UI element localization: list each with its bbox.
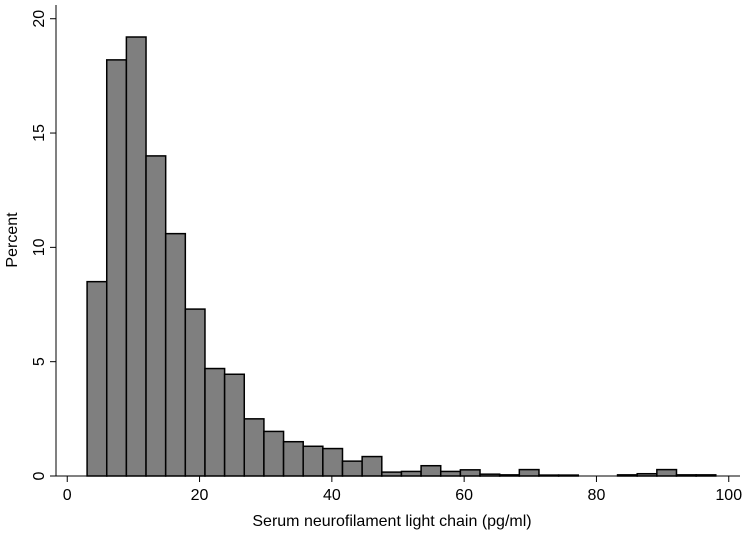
bar: [263, 430, 285, 477]
bar: [243, 418, 265, 477]
y-tick-label: 0: [31, 471, 48, 480]
y-axis-label: Percent: [4, 212, 21, 268]
bar: [282, 440, 304, 477]
x-tick-label: 0: [63, 487, 72, 504]
y-tick-label: 5: [31, 357, 48, 366]
bar: [381, 471, 403, 477]
y-tick-label: 15: [31, 124, 48, 142]
bar: [125, 36, 147, 477]
bar: [302, 445, 324, 477]
y-tick-label: 20: [31, 10, 48, 28]
bar: [459, 469, 481, 477]
bar: [439, 470, 462, 477]
x-tick-label: 40: [323, 487, 341, 504]
bar: [86, 280, 108, 477]
bar: [656, 468, 678, 477]
bar: [420, 464, 442, 477]
bar: [105, 59, 128, 477]
bar: [204, 367, 226, 477]
bar: [400, 470, 422, 477]
x-axis-label: Serum neurofilament light chain (pg/ml): [252, 513, 531, 530]
x-tick-label: 20: [191, 487, 209, 504]
bar: [184, 308, 206, 477]
bar: [223, 373, 246, 477]
bar: [164, 232, 187, 477]
bar: [341, 460, 363, 477]
bar: [322, 447, 344, 477]
y-tick-label: 10: [31, 238, 48, 256]
x-tick-label: 80: [588, 487, 606, 504]
x-tick-label: 60: [455, 487, 473, 504]
bar: [145, 155, 167, 477]
bar: [361, 455, 383, 477]
x-tick-label: 100: [715, 487, 742, 504]
bar: [518, 468, 540, 477]
